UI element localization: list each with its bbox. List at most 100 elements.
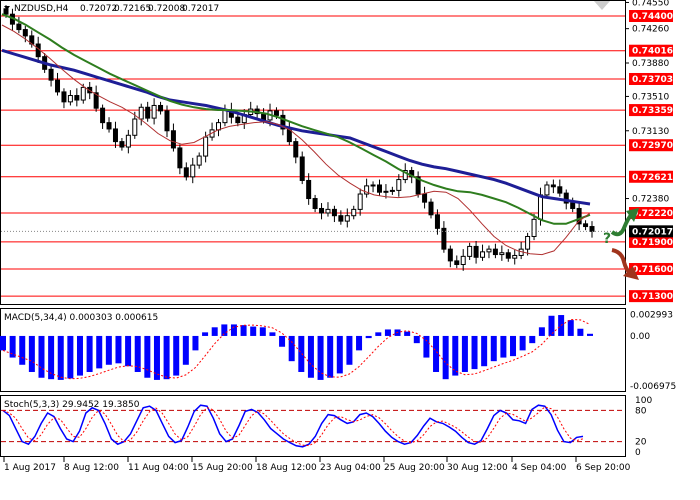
macd-bar [240, 325, 247, 336]
candle-body [505, 252, 511, 259]
candle-body [293, 141, 299, 158]
macd-bar [182, 335, 189, 365]
candle-body [216, 122, 222, 131]
macd-bar [510, 335, 517, 357]
level-tag-label: 0.74400 [632, 12, 673, 22]
candle-body [402, 170, 408, 181]
candle-body [61, 91, 67, 103]
candle-body [299, 156, 305, 181]
macd-bar [173, 335, 180, 376]
candle-body [537, 194, 543, 220]
scroll-arrow-icon[interactable] [594, 1, 610, 10]
macd-bar [125, 335, 132, 367]
time-tick-label: 18 Aug 12:00 [256, 463, 317, 473]
stoch-tick-label: 0 [635, 448, 641, 458]
macd-bar [115, 335, 122, 364]
axis-tick-label: 0.73880 [632, 59, 669, 69]
macd-bar [519, 335, 526, 351]
macd-bar [577, 328, 584, 336]
level-tag [629, 263, 673, 276]
macd-bar [307, 335, 314, 378]
macd-bar [96, 335, 103, 369]
candle-body [22, 29, 28, 37]
ohlc-high: 0.72165 [114, 4, 151, 14]
macd-bar [567, 320, 574, 336]
candle-body [344, 215, 350, 222]
time-axis: 1 Aug 2017 8 Aug 12:00 11 Aug 04:00 15 Aug … [3, 457, 631, 473]
candle-body [312, 198, 318, 209]
candle-body [389, 189, 395, 192]
candle-body [145, 106, 151, 119]
candle-body [396, 179, 402, 191]
macd-histogram [0, 315, 593, 380]
macd-bar [288, 335, 295, 362]
symbol-dropdown-icon[interactable] [4, 6, 10, 10]
macd-bar [298, 335, 305, 372]
candle-body [447, 248, 453, 262]
macd-bar [279, 335, 286, 347]
macd-signal-line [2, 318, 591, 380]
time-tick-label: 1 Aug 2017 [4, 463, 56, 473]
candle-body [544, 184, 550, 196]
candle-body [16, 23, 22, 31]
candle-body [151, 104, 157, 119]
level-tag-label: 0.71300 [632, 292, 673, 302]
candle-body [576, 207, 582, 225]
macd-bar [548, 315, 555, 336]
macd-bar [192, 335, 199, 351]
macd-bar [86, 335, 93, 372]
axis-tick-label: 0.74260 [632, 25, 669, 35]
level-tag [629, 290, 673, 303]
price-panel [0, 0, 626, 305]
candle-body [170, 130, 176, 149]
candle-body [164, 110, 170, 132]
axis-tick-label: 0.73510 [632, 92, 669, 102]
ohlc-open: 0.72072 [80, 4, 117, 14]
candle-body [119, 141, 125, 148]
candle-body [74, 95, 80, 101]
level-tag-label: 0.74016 [632, 47, 673, 57]
candle-body [434, 214, 440, 229]
candle-body [525, 235, 531, 250]
candle-body [467, 245, 473, 257]
candle-body [235, 116, 241, 124]
stoch-tick-label: 100 [635, 396, 652, 406]
ma-line [1, 48, 591, 206]
level-tag-label: 0.71600 [632, 265, 673, 275]
candle-body [55, 79, 61, 93]
candle-body [370, 184, 376, 187]
candle-body [376, 184, 382, 193]
macd-tick-label: 0.002993 [630, 310, 673, 320]
candle-body [196, 155, 202, 166]
macd-bar [153, 335, 160, 380]
macd-bar [384, 329, 391, 336]
candle-body [280, 114, 286, 130]
macd-bar [317, 335, 324, 380]
macd-bar [144, 335, 151, 378]
macd-bar [481, 335, 488, 367]
stochastic-lines [1, 404, 625, 448]
candle-body [441, 227, 447, 250]
candle-body [48, 68, 54, 81]
macd-bar [163, 335, 170, 380]
macd-bar [211, 327, 218, 336]
symbol-label: NZDUSD,H4 [14, 4, 69, 14]
candle-body [492, 248, 498, 256]
macd-bar [452, 335, 459, 376]
candle-body [428, 201, 434, 216]
level-tag [629, 44, 673, 57]
candle-body [273, 110, 279, 116]
level-tag-label: 0.73359 [632, 106, 673, 116]
candle-body [177, 147, 183, 169]
macd-bar [365, 335, 372, 339]
candle-body [132, 118, 138, 136]
candle-body [306, 179, 312, 200]
candle-body [550, 184, 556, 188]
time-tick-label: 15 Aug 20:00 [192, 463, 253, 473]
level-tag-label: 0.73703 [632, 75, 673, 85]
candle-body [331, 208, 337, 217]
macd-bar [221, 324, 228, 336]
candle-body [351, 208, 357, 217]
candle-body [480, 251, 486, 258]
